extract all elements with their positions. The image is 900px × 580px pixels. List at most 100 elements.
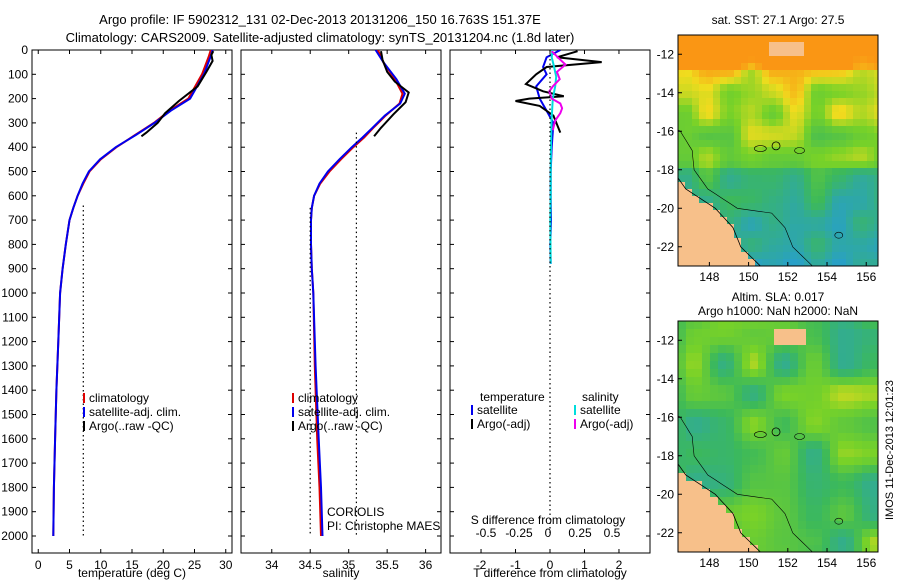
map-cell [790,119,798,127]
map-cell [806,481,815,490]
map-cell [692,224,700,232]
map-cell [804,126,812,134]
map-cell [830,417,839,426]
map-cell [814,513,823,522]
map-cell [806,505,815,514]
map-cell [748,112,756,120]
map-x-tick-label: 150 [739,270,759,284]
map-cell [862,425,871,434]
map-cell [726,417,735,426]
map-cell [694,329,703,338]
map-cell [720,189,728,197]
map-cell [762,133,770,141]
map-cell [804,161,812,169]
map-cell [860,182,868,190]
map-cell [798,537,807,546]
map-cell [742,385,751,394]
map-cell [685,119,693,127]
map-cell [860,147,868,155]
series-line-s-satellite [549,50,558,264]
map-cell [734,35,742,43]
map-cell [702,409,711,418]
map-cell [798,465,807,474]
map-cell [862,401,871,410]
map-cell [830,513,839,522]
map-cell [825,224,833,232]
map-cell [734,393,743,402]
map-cell [766,449,775,458]
map-cell [825,126,833,134]
map-cell [678,49,686,57]
map-cell [774,513,783,522]
map-cell [766,465,775,474]
map-cell [694,545,703,552]
map-cell [762,49,770,57]
map-cell [853,126,861,134]
map-cell [854,473,863,482]
map-cell [822,321,831,330]
map-cell [699,126,707,134]
map-cell [822,521,831,530]
map-cell [685,203,693,211]
map-cell [726,521,735,530]
map-cell [874,140,878,148]
bathymetry-contour [678,415,813,552]
depth-tick-label: 1400 [1,383,28,397]
map-cell [797,231,805,239]
map-cell [822,377,831,386]
map-cell [678,98,686,106]
map-cell [692,119,700,127]
map-cell [758,441,767,450]
map-cell [867,168,875,176]
map-cell [804,252,812,260]
map-cell [742,505,751,514]
map-cell [860,196,868,204]
map-cell [750,409,759,418]
map-cell [832,105,840,113]
map-cell [867,245,875,253]
map-cell [870,497,878,506]
map-cell [713,91,721,99]
map-cell [838,481,847,490]
map-cell [832,133,840,141]
map-cell [766,513,775,522]
map-cell [741,147,749,155]
map-cell [846,56,854,64]
map-cell [818,182,826,190]
map-cell [830,457,839,466]
map-cell [741,91,749,99]
map-cell [783,259,791,266]
x-tick-label: 30 [219,558,233,572]
map-cell [790,112,798,120]
map-cell [846,377,855,386]
map-cell [832,154,840,162]
map-cell [748,224,756,232]
map-cell [860,119,868,127]
map-cell [720,182,728,190]
map-cell [825,56,833,64]
map-cell [726,489,735,498]
map-cell [692,133,700,141]
depth-tick-label: 1100 [2,310,28,324]
map-cell [790,545,799,552]
map-cell [692,77,700,85]
map-cell [846,112,854,120]
map-cell [750,521,759,530]
map-cell [797,259,805,266]
map-cell [839,203,847,211]
map-cell [818,245,826,253]
map-cell [798,337,807,346]
map-cell [718,513,727,522]
map-cell [776,133,784,141]
map-cell [742,537,751,546]
map-cell [755,154,763,162]
map-cell [685,259,693,266]
map-cell [720,147,728,155]
legend-label: Argo(..raw -QC) [89,419,174,433]
map-cell [758,377,767,386]
map-cell [720,203,728,211]
map-cell [853,84,861,92]
map-cell [678,84,686,92]
map-cell [762,126,770,134]
map-cell [734,119,742,127]
